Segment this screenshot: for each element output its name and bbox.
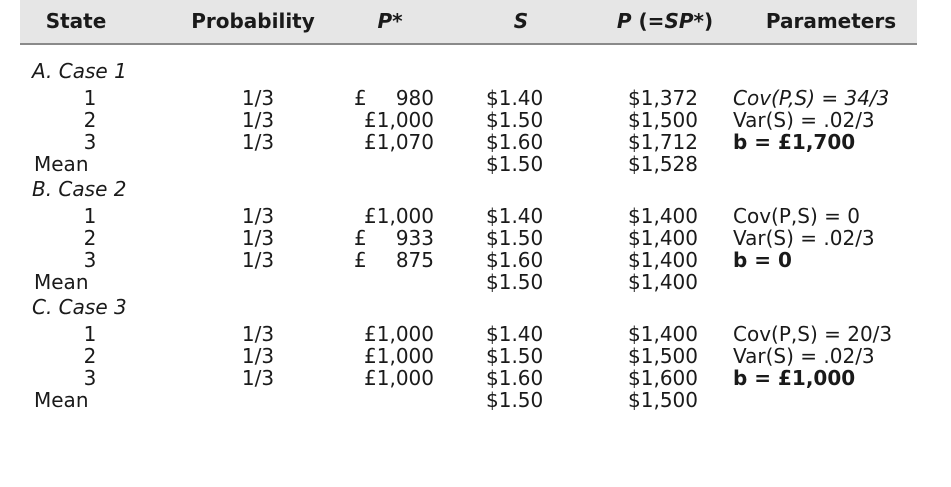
- cell-parameter: Var(S) = .02/3: [733, 108, 875, 132]
- cell-s: $1.50: [486, 108, 544, 132]
- section-label-case-2: B. Case 2: [32, 177, 127, 201]
- cell-p: $1,400: [628, 204, 698, 228]
- cell-p: $1,712: [628, 130, 698, 154]
- cell-p: $1,400: [628, 226, 698, 250]
- cell-state: 3: [83, 248, 97, 272]
- cell-p: $1,372: [628, 86, 698, 110]
- header-parameters: Parameters: [765, 9, 897, 33]
- cell-state: 1: [83, 322, 97, 346]
- cell-p-star: £1,070: [364, 130, 434, 154]
- cell-pound-sign: £: [354, 226, 367, 250]
- cell-parameter: b = £1,000: [733, 366, 856, 390]
- header-p-star: P*: [377, 9, 403, 33]
- cell-s: $1.50: [486, 388, 544, 412]
- cell-parameter: b = 0: [733, 248, 792, 272]
- cell-probability: 1/3: [241, 204, 275, 228]
- table-row: 1 1/3 £1,000 $1.40 $1,400 Cov(P,S) = 0: [0, 205, 951, 227]
- cell-p-star: £1,000: [364, 204, 434, 228]
- cell-p: $1,400: [628, 322, 698, 346]
- cell-s: $1.50: [486, 344, 544, 368]
- cell-state: 3: [83, 366, 97, 390]
- header-p: P (=SP*): [600, 0, 730, 43]
- cell-probability: 1/3: [241, 366, 275, 390]
- cell-pound-sign: £: [354, 248, 367, 272]
- cell-s: $1.40: [486, 86, 544, 110]
- cell-state: 2: [83, 226, 97, 250]
- table-row: 1 1/3 £ 980 $1.40 $1,372 Cov(P,S) = 34/3: [0, 87, 951, 109]
- header-s: S: [513, 9, 529, 33]
- header-p-symbol: P: [616, 9, 632, 33]
- cell-state: 1: [83, 204, 97, 228]
- cell-p: $1,500: [628, 344, 698, 368]
- cell-p: $1,500: [628, 388, 698, 412]
- table-row: 3 1/3 £ 875 $1.60 $1,400 b = 0: [0, 249, 951, 271]
- cell-probability: 1/3: [241, 130, 275, 154]
- table-row-mean: Mean $1.50 $1,500: [0, 389, 951, 411]
- cell-probability: 1/3: [241, 322, 275, 346]
- table-row: 1 1/3 £1,000 $1.40 $1,400 Cov(P,S) = 20/…: [0, 323, 951, 345]
- cell-state-mean: Mean: [34, 270, 89, 294]
- cell-p-star: £1,000: [364, 108, 434, 132]
- cell-state-mean: Mean: [34, 388, 89, 412]
- header-p-formula-close: ): [703, 9, 714, 33]
- cell-p-star: 875: [395, 248, 434, 272]
- cell-state: 3: [83, 130, 97, 154]
- cell-pound-sign: £: [354, 86, 367, 110]
- cell-s: $1.40: [486, 322, 544, 346]
- cell-p: $1,400: [628, 248, 698, 272]
- cell-parameter: Var(S) = .02/3: [733, 226, 875, 250]
- table-row: 3 1/3 £1,000 $1.60 $1,600 b = £1,000: [0, 367, 951, 389]
- section-label-case-1: A. Case 1: [32, 59, 127, 83]
- cell-parameter: Cov(P,S) = 34/3: [733, 86, 890, 110]
- table-row: 2 1/3 £ 933 $1.50 $1,400 Var(S) = .02/3: [0, 227, 951, 249]
- header-p-formula-open: (=: [631, 9, 665, 33]
- header-probability: Probability: [191, 9, 315, 33]
- cell-state: 2: [83, 344, 97, 368]
- cell-p: $1,500: [628, 108, 698, 132]
- cell-s: $1.50: [486, 226, 544, 250]
- table-row-mean: Mean $1.50 $1,400: [0, 271, 951, 293]
- cell-parameter: Cov(P,S) = 20/3: [733, 322, 893, 346]
- cell-probability: 1/3: [241, 248, 275, 272]
- cell-p-star: £1,000: [364, 344, 434, 368]
- cell-s: $1.60: [486, 366, 544, 390]
- cell-state: 2: [83, 108, 97, 132]
- cell-probability: 1/3: [241, 108, 275, 132]
- cell-probability: 1/3: [241, 86, 275, 110]
- cell-s: $1.50: [486, 152, 544, 176]
- table-header: State Probability P* S P (=SP*) Paramete…: [20, 0, 917, 45]
- cell-p: $1,600: [628, 366, 698, 390]
- cell-p-star: £1,000: [364, 366, 434, 390]
- cell-parameter: b = £1,700: [733, 130, 856, 154]
- cell-p-star: 933: [395, 226, 434, 250]
- table-row-mean: Mean $1.50 $1,528: [0, 153, 951, 175]
- cell-s: $1.50: [486, 270, 544, 294]
- cell-s: $1.40: [486, 204, 544, 228]
- cell-probability: 1/3: [241, 226, 275, 250]
- cell-p: $1,528: [628, 152, 698, 176]
- cell-state: 1: [83, 86, 97, 110]
- table-row: 3 1/3 £1,070 $1.60 $1,712 b = £1,700: [0, 131, 951, 153]
- header-p-formula-sp: SP*: [664, 9, 704, 33]
- header-state: State: [45, 9, 107, 33]
- cell-probability: 1/3: [241, 344, 275, 368]
- section-label-case-3: C. Case 3: [32, 295, 127, 319]
- cell-parameter: Cov(P,S) = 0: [733, 204, 860, 228]
- cell-p-star: £1,000: [364, 322, 434, 346]
- cell-s: $1.60: [486, 130, 544, 154]
- table-row: 2 1/3 £1,000 $1.50 $1,500 Var(S) = .02/3: [0, 345, 951, 367]
- cell-parameter: Var(S) = .02/3: [733, 344, 875, 368]
- cell-s: $1.60: [486, 248, 544, 272]
- cell-p-star: 980: [395, 86, 434, 110]
- cell-state-mean: Mean: [34, 152, 89, 176]
- table-row: 2 1/3 £1,000 $1.50 $1,500 Var(S) = .02/3: [0, 109, 951, 131]
- cell-p: $1,400: [628, 270, 698, 294]
